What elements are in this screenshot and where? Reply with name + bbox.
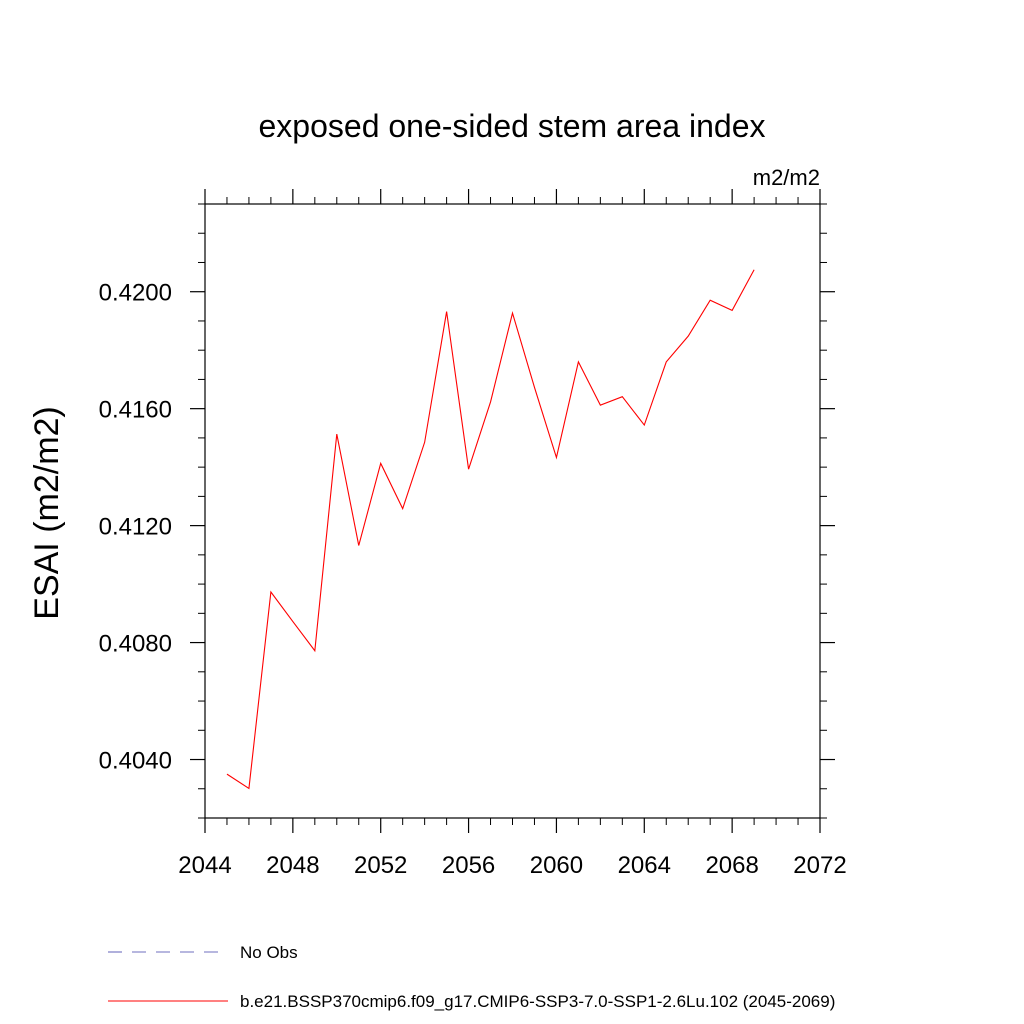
y-tick-label: 0.4080	[99, 631, 172, 658]
x-tick-label: 2048	[266, 852, 319, 879]
x-tick-label: 2056	[442, 852, 495, 879]
y-axis-label: ESAI (m2/m2)	[28, 406, 66, 619]
axis-ticks	[190, 189, 835, 833]
series-lines	[226, 269, 755, 790]
y-tick-label: 0.4120	[99, 514, 172, 541]
units-label: m2/m2	[753, 165, 820, 190]
x-tick-label: 2064	[618, 852, 671, 879]
y-tick-labels: 0.4040 0.4080 0.4120 0.4160 0.4200	[99, 280, 172, 775]
x-tick-label: 2068	[705, 852, 758, 879]
x-tick-labels: 2044 2048 2052 2056 2060 2064 2068 2072	[178, 852, 846, 879]
series-line-0	[226, 269, 755, 790]
legend: No Obs b.e21.BSSP370cmip6.f09_g17.CMIP6-S…	[108, 943, 835, 1011]
plot-frame	[204, 203, 821, 819]
y-tick-label: 0.4160	[99, 397, 172, 424]
legend-label-0: No Obs	[240, 943, 298, 962]
chart-title: exposed one-sided stem area index	[259, 108, 766, 144]
x-tick-label: 2072	[793, 852, 846, 879]
legend-label-1: b.e21.BSSP370cmip6.f09_g17.CMIP6-SSP3-7.…	[240, 992, 835, 1011]
y-tick-label: 0.4040	[99, 748, 172, 775]
x-tick-label: 2052	[354, 852, 407, 879]
x-tick-label: 2044	[178, 852, 231, 879]
x-tick-label: 2060	[530, 852, 583, 879]
y-tick-label: 0.4200	[99, 280, 172, 307]
